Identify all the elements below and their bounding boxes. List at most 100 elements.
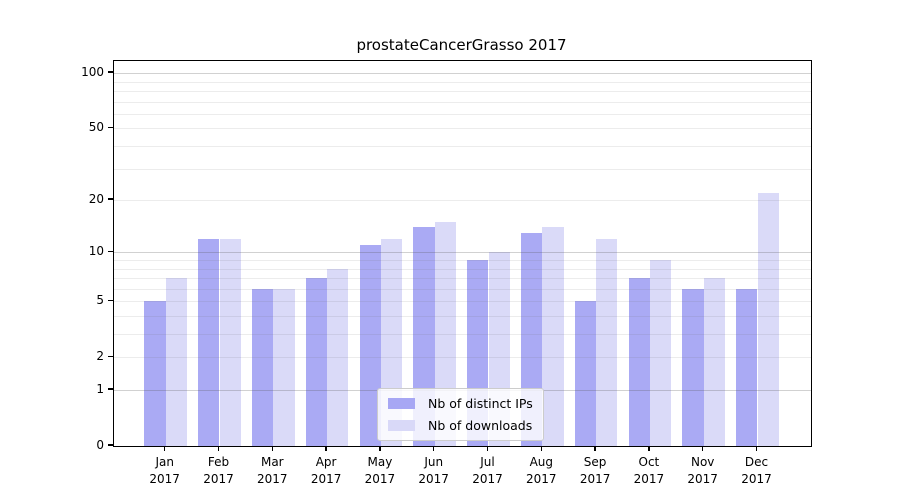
minor-gridline bbox=[114, 113, 811, 115]
x-tick-mark bbox=[271, 446, 273, 451]
bar-nb-of-downloads-oct bbox=[649, 260, 672, 446]
x-axis-tick-label: Jul 2017 bbox=[453, 454, 523, 488]
y-tick-mark bbox=[108, 444, 113, 446]
x-tick-month: Apr bbox=[315, 455, 337, 469]
x-tick-year: 2017 bbox=[257, 472, 288, 486]
x-tick-month: Feb bbox=[207, 455, 230, 469]
bar-nb-of-downloads-dec bbox=[757, 192, 779, 446]
y-tick-mark bbox=[108, 126, 113, 129]
bar-nb-of-downloads-jan bbox=[165, 278, 188, 446]
legend-swatch-nb-of-downloads bbox=[388, 420, 415, 431]
x-tick-mark bbox=[433, 446, 435, 451]
y-tick-mark bbox=[108, 355, 113, 357]
x-tick-year: 2017 bbox=[310, 472, 342, 486]
x-tick-month: Sep bbox=[583, 455, 607, 469]
chart-title: prostateCancerGrasso 2017 bbox=[356, 36, 567, 54]
plot-area: Nb of distinct IPs Nb of downloads bbox=[113, 60, 812, 447]
x-tick-month: Jul bbox=[480, 455, 495, 469]
bar-nb-of-downloads-aug bbox=[542, 227, 564, 446]
bar-nb-of-distinct-ips-apr bbox=[305, 278, 328, 446]
x-axis-tick-label: Aug 2017 bbox=[506, 454, 576, 488]
x-tick-mark bbox=[594, 446, 596, 451]
x-axis-tick-label: Jan 2017 bbox=[130, 454, 200, 488]
y-axis-tick-label: 10 bbox=[88, 244, 104, 259]
bar-nb-of-distinct-ips-feb bbox=[198, 238, 220, 446]
bar-nb-of-downloads-feb bbox=[219, 238, 241, 446]
legend-swatch-nb-of-distinct-ips bbox=[388, 398, 415, 409]
bar-nb-of-downloads-sep bbox=[596, 238, 618, 446]
x-axis-tick-label: Jun 2017 bbox=[399, 454, 469, 488]
bar-nb-of-downloads-nov bbox=[703, 278, 726, 446]
x-tick-mark bbox=[164, 446, 166, 451]
x-tick-mark bbox=[379, 446, 381, 451]
x-tick-year: 2017 bbox=[149, 472, 180, 486]
minor-gridline bbox=[114, 101, 811, 103]
x-axis-tick-label: Dec 2017 bbox=[722, 454, 792, 488]
x-tick-month: Mar bbox=[260, 455, 284, 469]
x-axis-tick-label: Sep 2017 bbox=[560, 454, 630, 488]
y-tick-mark bbox=[108, 250, 113, 252]
x-tick-month: May bbox=[367, 455, 393, 469]
bar-nb-of-downloads-mar bbox=[273, 288, 295, 446]
x-tick-year: 2017 bbox=[687, 472, 718, 486]
x-tick-mark bbox=[486, 446, 489, 451]
y-axis-tick-label: 20 bbox=[88, 192, 104, 207]
y-axis-tick-label: 50 bbox=[88, 120, 104, 135]
bar-nb-of-downloads-apr bbox=[327, 268, 349, 446]
x-tick-year: 2017 bbox=[364, 472, 396, 486]
minor-gridline bbox=[114, 128, 811, 130]
x-tick-mark bbox=[755, 446, 758, 451]
x-axis-tick-label: Feb 2017 bbox=[184, 454, 254, 488]
bar-nb-of-distinct-ips-may bbox=[359, 245, 381, 446]
x-axis-tick-label: Apr 2017 bbox=[291, 454, 361, 488]
x-tick-mark bbox=[217, 446, 220, 451]
x-tick-month: Oct bbox=[638, 455, 660, 469]
y-axis-tick-label: 100 bbox=[81, 65, 104, 80]
x-tick-mark bbox=[648, 446, 650, 451]
x-tick-month: Aug bbox=[529, 455, 554, 469]
legend-label: Nb of downloads bbox=[428, 418, 533, 433]
x-axis-tick-label: Oct 2017 bbox=[614, 454, 684, 488]
minor-gridline bbox=[114, 91, 811, 93]
legend-label: Nb of distinct IPs bbox=[428, 396, 533, 411]
bar-nb-of-distinct-ips-nov bbox=[682, 288, 704, 446]
x-tick-mark bbox=[540, 446, 542, 451]
x-axis-tick-label: May 2017 bbox=[345, 454, 415, 488]
x-tick-year: 2017 bbox=[741, 472, 772, 486]
x-tick-mark bbox=[702, 446, 704, 451]
y-tick-mark bbox=[108, 388, 113, 390]
y-axis-tick-label: 5 bbox=[96, 293, 104, 308]
bar-nb-of-distinct-ips-mar bbox=[251, 288, 274, 446]
bar-nb-of-distinct-ips-oct bbox=[628, 278, 650, 446]
x-tick-year: 2017 bbox=[418, 472, 449, 486]
y-axis-tick-label: 0 bbox=[96, 438, 104, 452]
x-tick-year: 2017 bbox=[633, 472, 665, 486]
x-axis-tick-label: Mar 2017 bbox=[237, 454, 307, 488]
y-axis-tick-label: 2 bbox=[96, 349, 104, 364]
minor-gridline bbox=[114, 168, 811, 170]
x-tick-month: Nov bbox=[690, 455, 715, 469]
legend-item: Nb of downloads bbox=[388, 417, 533, 434]
x-tick-year: 2017 bbox=[203, 472, 234, 486]
minor-gridline bbox=[114, 146, 811, 148]
y-tick-mark bbox=[108, 71, 113, 73]
x-tick-month: Dec bbox=[744, 455, 769, 469]
legend: Nb of distinct IPs Nb of downloads bbox=[377, 388, 544, 441]
y-tick-mark bbox=[108, 198, 113, 200]
x-tick-year: 2017 bbox=[579, 472, 611, 486]
x-axis-tick-label: Nov 2017 bbox=[668, 454, 738, 488]
minor-gridline bbox=[114, 200, 811, 202]
bar-nb-of-distinct-ips-sep bbox=[574, 301, 597, 446]
x-tick-mark bbox=[325, 446, 327, 451]
legend-item: Nb of distinct IPs bbox=[388, 395, 533, 412]
bar-nb-of-distinct-ips-dec bbox=[736, 288, 758, 446]
major-gridline bbox=[114, 73, 811, 75]
x-tick-year: 2017 bbox=[526, 472, 557, 486]
bar-nb-of-distinct-ips-jan bbox=[144, 301, 166, 446]
x-tick-month: Jan bbox=[155, 455, 174, 469]
x-tick-month: Jun bbox=[424, 455, 444, 469]
y-tick-mark bbox=[108, 299, 113, 301]
x-tick-year: 2017 bbox=[472, 472, 503, 486]
minor-gridline bbox=[114, 81, 811, 83]
